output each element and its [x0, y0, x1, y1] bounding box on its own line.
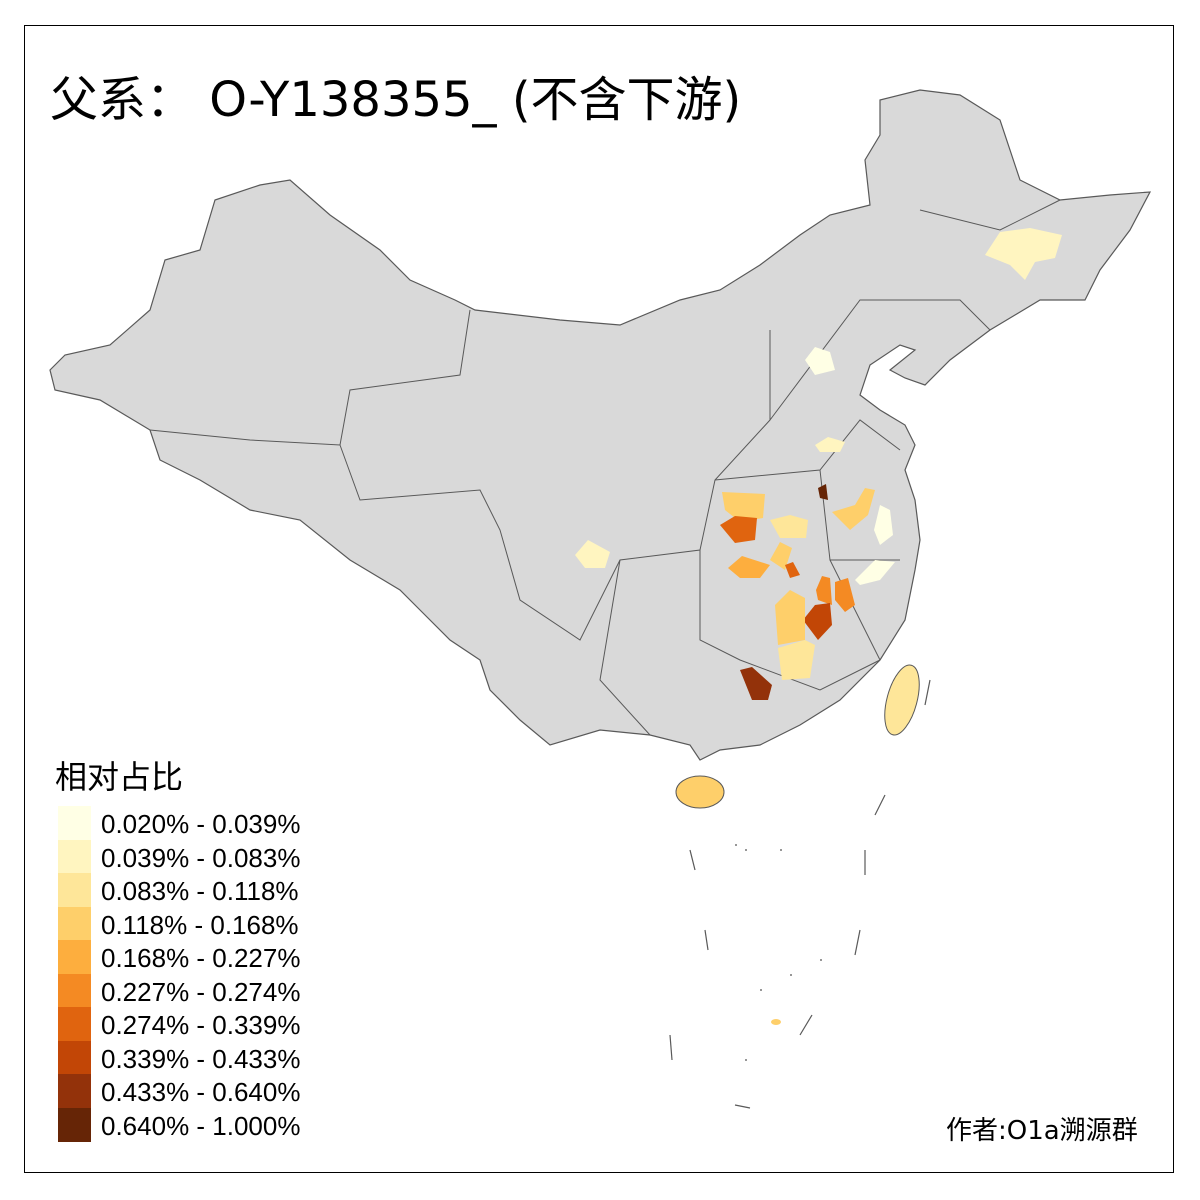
- legend-swatch: [58, 940, 91, 974]
- region-o: [740, 667, 772, 700]
- legend-label: 0.039% - 0.083%: [101, 842, 301, 873]
- legend-swatch: [58, 906, 91, 941]
- region-c: [770, 515, 808, 538]
- province-borders: [149, 199, 1061, 736]
- china-outline: [49, 89, 1152, 761]
- region-n: [778, 640, 815, 680]
- legend-label: 0.118% - 0.168%: [101, 909, 299, 940]
- legend-swatch: [58, 806, 91, 840]
- legend-item: 0.168% - 0.227%: [58, 940, 358, 974]
- legend-item: 0.083% - 0.118%: [58, 873, 358, 907]
- region-a: [722, 492, 765, 522]
- legend-swatch: [58, 839, 91, 874]
- region-hainan: [675, 775, 725, 809]
- legend-label: 0.640% - 1.000%: [101, 1110, 301, 1141]
- legend-title: 相对占比: [55, 758, 184, 796]
- legend-label: 0.433% - 0.640%: [101, 1077, 301, 1107]
- legend-swatch: [58, 873, 91, 907]
- legend-swatch: [58, 1040, 91, 1075]
- legend-item: 0.339% - 0.433%: [58, 1040, 358, 1075]
- region-h: [770, 542, 792, 570]
- legend-label: 0.168% - 0.227%: [101, 943, 301, 973]
- legend-label: 0.274% - 0.339%: [101, 1010, 301, 1040]
- legend-label: 0.020% - 0.039%: [101, 809, 301, 839]
- region-henan-dark: [818, 484, 828, 500]
- region-f: [855, 560, 895, 585]
- legend-swatch: [58, 1007, 91, 1041]
- legend-item: 0.227% - 0.274%: [58, 973, 358, 1008]
- south-china-sea-islands: [669, 679, 931, 1109]
- region-j: [816, 576, 832, 605]
- legend-item: 0.118% - 0.168%: [58, 906, 358, 941]
- legend-item: 0.640% - 1.000%: [58, 1107, 358, 1142]
- region-shandong: [815, 437, 845, 452]
- legend-swatch: [58, 1107, 91, 1142]
- region-beijing: [805, 347, 835, 375]
- highlighted-regions: [575, 228, 1062, 1025]
- region-b: [720, 516, 757, 543]
- legend-swatch: [58, 973, 91, 1008]
- map-title: 父系： O-Y138355_ (不含下游): [50, 72, 742, 128]
- legend-item: 0.274% - 0.339%: [58, 1007, 358, 1041]
- author-credit: 作者:O1a溯源群: [946, 1116, 1138, 1146]
- legend-label: 0.227% - 0.274%: [101, 976, 301, 1007]
- region-l: [803, 603, 832, 640]
- legend-item: 0.433% - 0.640%: [58, 1074, 358, 1108]
- region-sichuan: [575, 540, 610, 568]
- region-heilongjiang: [985, 228, 1062, 280]
- legend-swatch: [58, 1074, 91, 1108]
- legend-item: 0.039% - 0.083%: [58, 839, 358, 874]
- region-e: [874, 505, 893, 545]
- legend-label: 0.339% - 0.433%: [101, 1043, 301, 1074]
- region-island: [771, 1019, 781, 1025]
- legend-item: 0.020% - 0.039%: [58, 806, 358, 840]
- map-frame: [24, 25, 1174, 1173]
- region-i: [785, 562, 800, 578]
- region-g: [728, 556, 770, 578]
- region-m: [775, 590, 805, 645]
- region-taiwan: [884, 664, 920, 736]
- region-k: [835, 578, 855, 612]
- region-d: [832, 488, 875, 530]
- legend-label: 0.083% - 0.118%: [101, 876, 299, 906]
